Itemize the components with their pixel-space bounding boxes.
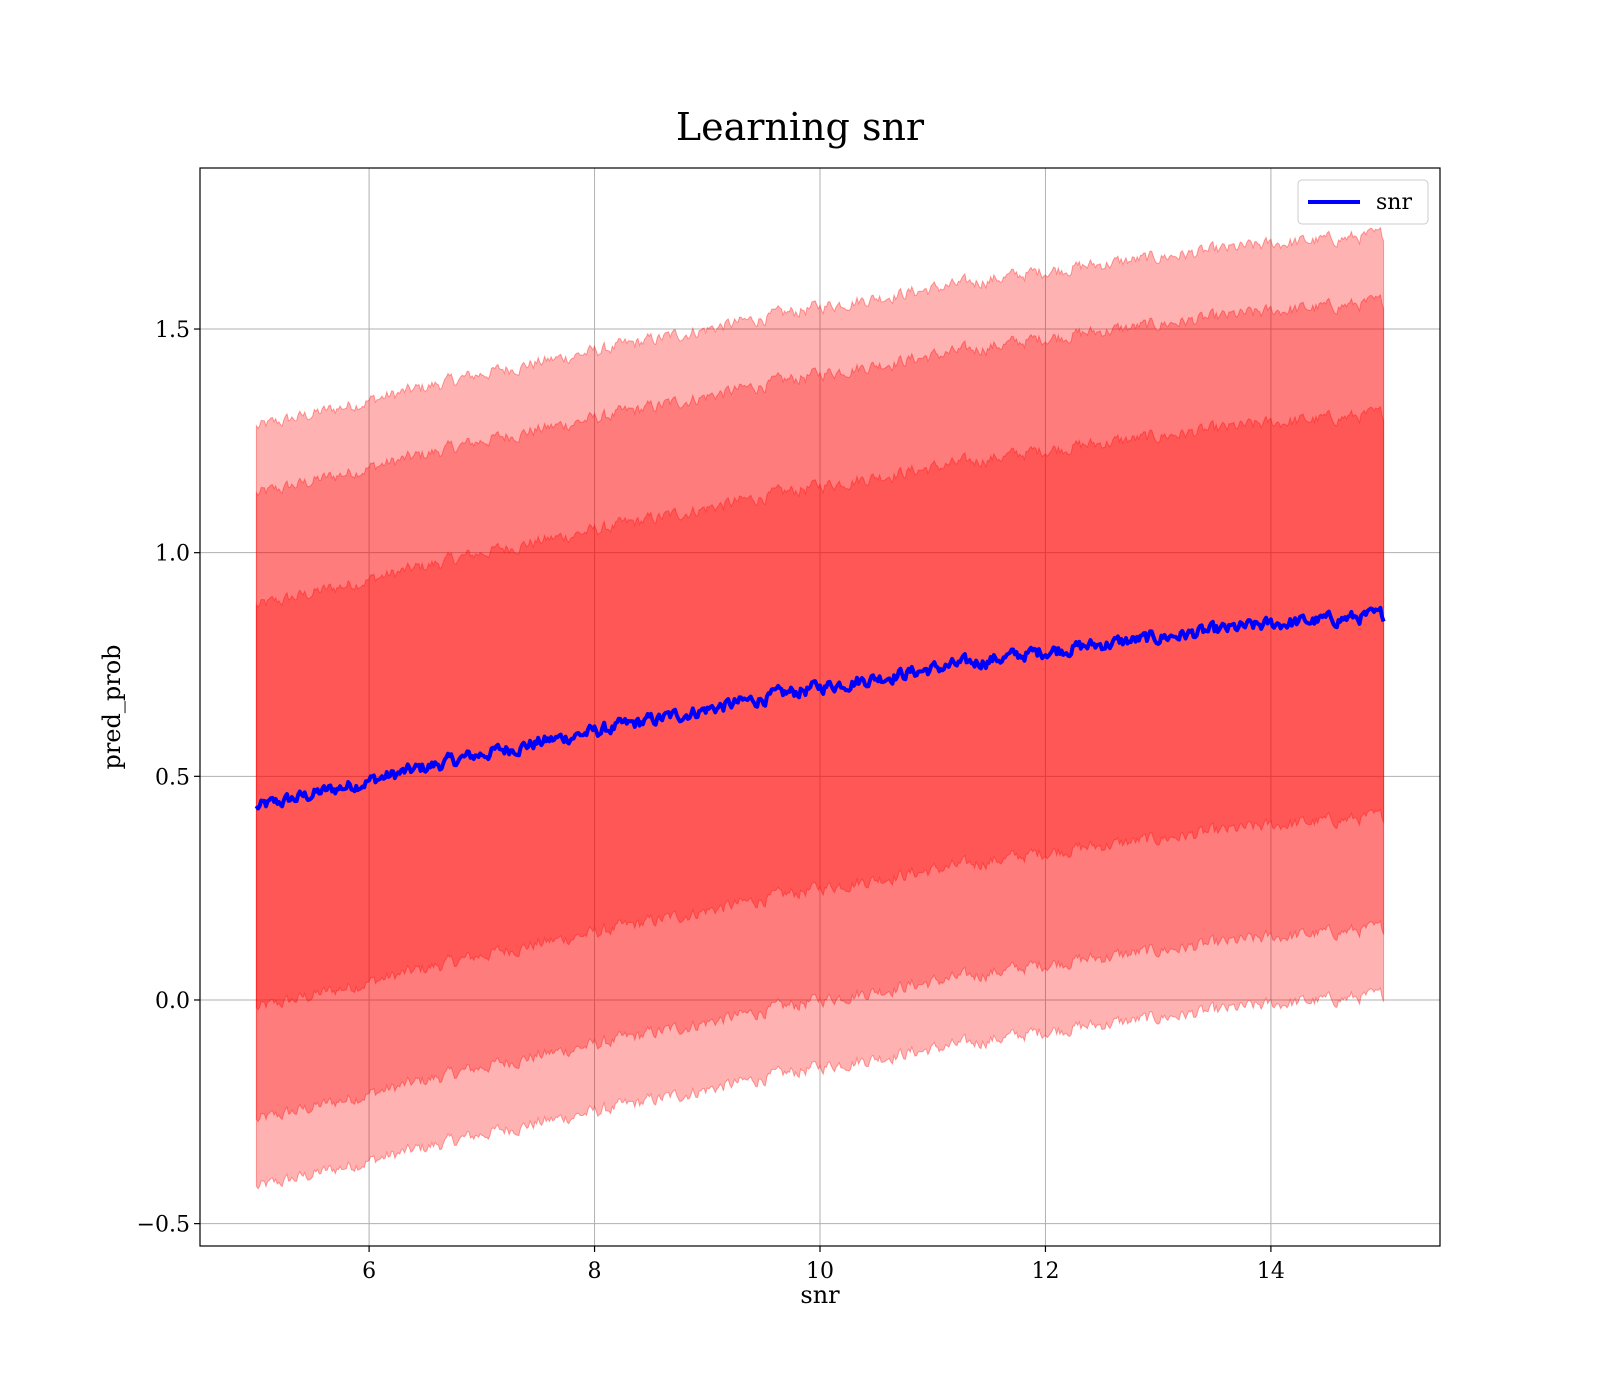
- x-ticks: 6 8 10 12 14: [362, 1246, 1285, 1284]
- y-tick-label: −0.5: [137, 1213, 190, 1238]
- chart-title: Learning snr: [676, 105, 925, 149]
- x-tick-label: 8: [588, 1259, 602, 1284]
- y-tick-label: 0.5: [155, 765, 190, 790]
- y-tick-label: 1.5: [155, 318, 190, 343]
- y-tick-label: 1.0: [155, 542, 190, 567]
- legend-box: [1297, 179, 1429, 225]
- y-tick-label: 0.0: [155, 989, 190, 1014]
- series-line-snr: [254, 605, 1386, 811]
- x-tick-label: 10: [806, 1259, 834, 1284]
- x-tick-label: 12: [1031, 1259, 1059, 1284]
- x-tick-label: 6: [362, 1259, 376, 1284]
- legend: snr: [1297, 179, 1429, 225]
- y-ticks: −0.5 0.0 0.5 1.0 1.5: [137, 318, 200, 1238]
- series-lines: [254, 605, 1386, 811]
- legend-label-snr: snr: [1376, 190, 1412, 215]
- x-tick-label: 14: [1257, 1259, 1285, 1284]
- y-axis-label: pred_prob: [98, 644, 126, 769]
- std-band: [255, 226, 1385, 1190]
- x-axis-label: snr: [800, 1281, 840, 1309]
- grid-lines: [200, 168, 1440, 1246]
- std-bands: [255, 226, 1385, 1190]
- std-band: [255, 293, 1385, 1123]
- std-band: [255, 405, 1385, 1011]
